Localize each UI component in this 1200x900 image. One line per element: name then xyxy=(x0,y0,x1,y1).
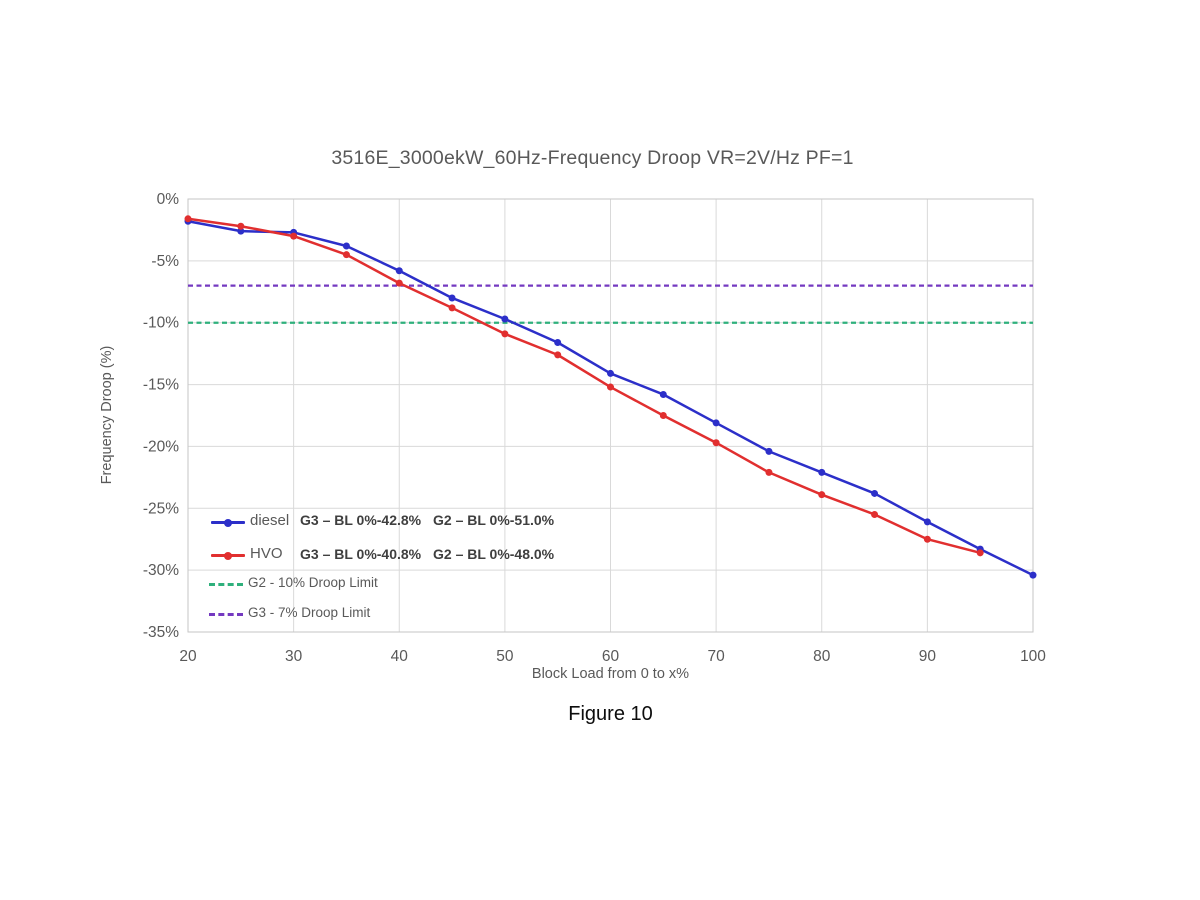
legend-marker-hvo xyxy=(211,551,245,560)
diesel-point xyxy=(1029,571,1037,579)
x-tick-label: 40 xyxy=(391,648,409,665)
annotation-hvo-g2: G2 – BL 0%-48.0% xyxy=(433,546,555,562)
diesel-point xyxy=(501,315,509,323)
x-tick-label: 30 xyxy=(285,648,303,665)
x-tick-label: 20 xyxy=(179,648,197,665)
diesel-point xyxy=(818,468,826,476)
y-tick-label: -35% xyxy=(143,624,179,641)
y-tick-label: -25% xyxy=(143,500,179,517)
hvo-point xyxy=(659,412,667,419)
x-tick-label: 100 xyxy=(1020,648,1046,665)
hvo-line xyxy=(186,217,982,555)
figure-caption: Figure 10 xyxy=(568,703,653,725)
hvo-point xyxy=(923,535,931,543)
plot-border xyxy=(187,198,1034,633)
chart-title: 3516E_3000ekW_60Hz-Frequency Droop VR=2V… xyxy=(331,147,854,169)
legend-marker-g2-limit xyxy=(209,583,243,586)
diesel-point xyxy=(448,294,456,302)
y-tick-label: -20% xyxy=(143,438,179,455)
diesel-point xyxy=(395,267,403,275)
diesel-point xyxy=(765,447,773,455)
x-tick-label: 90 xyxy=(919,648,937,665)
x-tick-label: 60 xyxy=(602,648,620,665)
diesel-point xyxy=(871,489,879,497)
diesel-point xyxy=(237,227,245,235)
diesel-point xyxy=(554,339,562,347)
y-axis-title: Frequency Droop (%) xyxy=(99,345,115,485)
diesel-point xyxy=(659,390,667,398)
hvo-point xyxy=(976,549,984,557)
legend-marker-g3-limit xyxy=(209,613,243,616)
hvo-point xyxy=(184,215,192,223)
x-tick-label: 70 xyxy=(708,648,726,665)
diesel-point xyxy=(923,518,931,526)
x-tick-label: 80 xyxy=(813,648,831,665)
hvo-point xyxy=(765,468,773,476)
hvo-point xyxy=(871,510,879,518)
y-tick-label: -30% xyxy=(143,562,179,579)
hvo-point xyxy=(395,279,403,287)
legend-marker-diesel xyxy=(211,518,245,527)
hvo-point xyxy=(237,222,245,230)
diesel-point xyxy=(607,369,614,377)
legend-label-diesel: diesel xyxy=(250,512,290,529)
hvo-point xyxy=(448,304,456,312)
hvo-point xyxy=(554,351,562,359)
y-tick-label: -10% xyxy=(143,315,179,332)
hvo-point xyxy=(342,251,350,259)
hvo-marker-dot-icon xyxy=(224,551,232,560)
annotation-diesel-g2: G2 – BL 0%-51.0% xyxy=(433,512,555,528)
hvo-point xyxy=(712,439,720,447)
x-tick-label: 50 xyxy=(496,648,514,665)
hvo-point xyxy=(501,330,509,338)
diesel-point xyxy=(342,242,350,250)
legend-label-g2-limit: G2 - 10% Droop Limit xyxy=(248,575,378,590)
hvo-point xyxy=(818,491,826,499)
annotation-diesel-g3: G3 – BL 0%-42.8% xyxy=(300,512,422,528)
hvo-point xyxy=(290,232,298,240)
legend-label-hvo: HVO xyxy=(250,545,283,562)
y-tick-label: 0% xyxy=(157,191,180,208)
y-tick-label: -5% xyxy=(151,253,179,270)
diesel-marker-dot-icon xyxy=(224,518,232,527)
annotation-hvo-g3: G3 – BL 0%-40.8% xyxy=(300,546,422,562)
x-axis-title: Block Load from 0 to x% xyxy=(531,666,690,682)
y-tick-label: -15% xyxy=(143,377,179,394)
hvo-point xyxy=(607,383,614,391)
diesel-point xyxy=(712,419,720,427)
legend-label-g3-limit: G3 - 7% Droop Limit xyxy=(248,605,371,620)
